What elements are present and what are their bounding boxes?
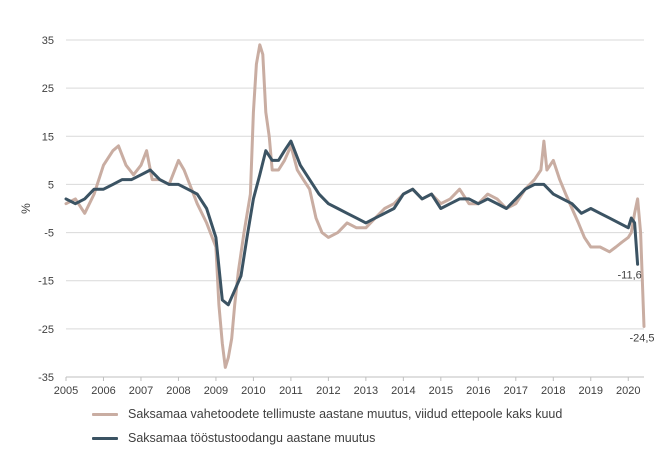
x-tick-label: 2009 [204,385,228,397]
legend-swatch-orders [92,412,118,416]
x-tick-label: 2020 [616,385,640,397]
legend-label-orders: Saksamaa vahetoodete tellimuste aastane … [128,407,563,421]
x-tick-label: 2010 [241,385,265,397]
legend-label-production: Saksamaa tööstustoodangu aastane muutus [128,431,376,445]
x-tick-label: 2017 [504,385,528,397]
y-tick-label: -35 [38,372,54,384]
series-line-production [64,139,640,307]
x-tick-label: 2015 [429,385,453,397]
data-label-orders-last: -24,5 [629,332,654,344]
x-tick-label: 2019 [579,385,603,397]
x-tick-label: 2006 [91,385,115,397]
series-lines [64,43,646,369]
y-tick-label: -25 [38,324,54,336]
x-tick-label: 2008 [166,385,190,397]
legend-swatch-production [92,436,118,440]
x-tick-label: 2005 [54,385,78,397]
legend: Saksamaa vahetoodete tellimuste aastane … [92,402,562,450]
x-axis: 2005 2006 2007 2008 2009 2010 2011 2012 2013 2014… [54,376,644,397]
x-tick-label: 2011 [279,385,303,397]
legend-item-production: Saksamaa tööstustoodangu aastane muutus [92,426,562,450]
x-tick-label: 2014 [391,385,415,397]
series-line-orders [64,43,646,369]
y-tick-label: 25 [42,83,54,95]
x-tick-label: 2016 [466,385,490,397]
y-axis-label: % [19,203,33,214]
x-tick-label: 2013 [354,385,378,397]
x-tick-label: 2007 [129,385,153,397]
x-tick-label: 2012 [316,385,340,397]
y-tick-label: 35 [42,35,54,47]
y-axis-ticks: 35 25 15 5 -5 -15 -25 -35 [38,35,54,384]
y-tick-label: -5 [44,228,54,240]
legend-item-orders: Saksamaa vahetoodete tellimuste aastane … [92,402,562,426]
grid-lines [66,39,644,378]
y-tick-label: -15 [38,276,54,288]
data-labels: -11,6 -24,5 [617,269,654,344]
y-tick-label: 5 [48,179,54,191]
data-label-production-last: -11,6 [617,269,641,281]
y-tick-label: 15 [42,131,54,143]
x-tick-label: 2018 [541,385,565,397]
